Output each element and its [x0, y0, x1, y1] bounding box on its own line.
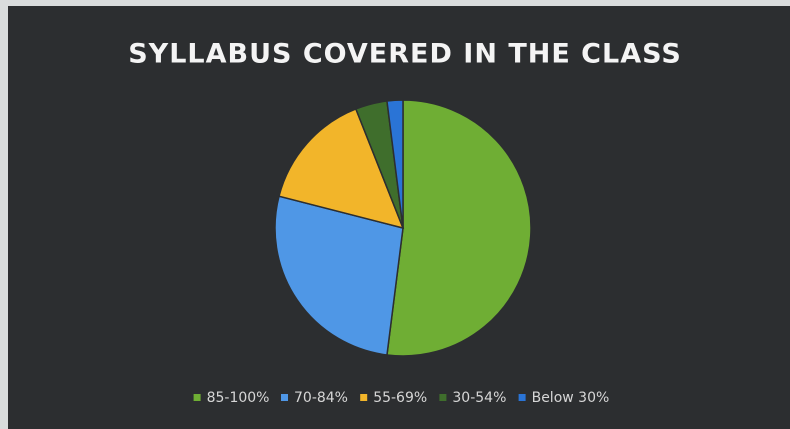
pie-slice	[278, 108, 405, 230]
legend-label: Below 30%	[532, 390, 610, 406]
legend-label: 70-84%	[294, 390, 348, 406]
legend-label: 55-69%	[373, 390, 427, 406]
legend-swatch	[439, 394, 447, 401]
pie-slice	[386, 99, 532, 357]
legend-label: 85-100%	[207, 390, 270, 406]
chart-title: SYLLABUS COVERED IN THE CLASS	[128, 39, 682, 70]
legend-label: 30-54%	[452, 390, 506, 406]
legend-swatch	[193, 394, 201, 401]
legend-swatch	[360, 394, 368, 401]
legend-swatch	[518, 394, 526, 401]
pie-slice	[386, 99, 404, 229]
pie-slice	[274, 195, 404, 356]
legend-swatch	[281, 394, 288, 401]
